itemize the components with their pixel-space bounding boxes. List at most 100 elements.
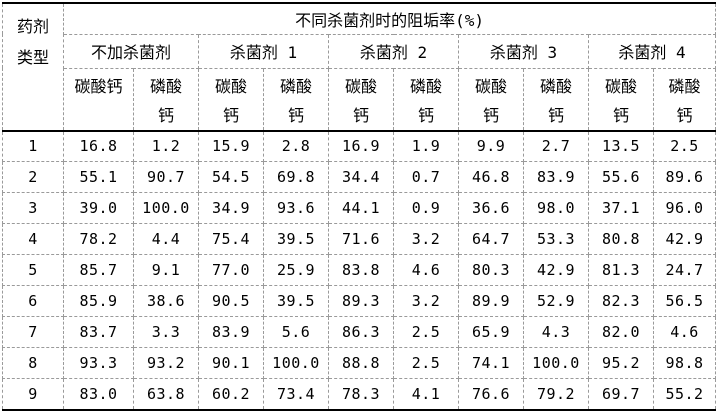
group-header-cell: 杀菌剂 2 xyxy=(328,33,459,69)
data-cell: 79.2 xyxy=(523,378,589,410)
data-cell: 81.3 xyxy=(588,254,654,286)
data-cell: 39.5 xyxy=(263,285,329,317)
data-cell: 64.7 xyxy=(458,223,524,255)
data-cell: 39.0 xyxy=(63,192,134,224)
data-cell: 53.3 xyxy=(523,223,589,255)
data-cell: 42.9 xyxy=(652,223,717,255)
data-cell: 5.6 xyxy=(263,316,329,348)
data-cell: 38.6 xyxy=(133,285,199,317)
data-cell: 15.9 xyxy=(198,130,264,162)
subheader-cell: 碳酸 钙 xyxy=(328,67,394,132)
data-cell: 24.7 xyxy=(652,254,717,286)
data-cell: 3.2 xyxy=(393,285,459,317)
data-cell: 63.8 xyxy=(133,378,199,410)
subheader-cell: 碳酸 钙 xyxy=(198,67,264,132)
subheader-cell: 磷酸 钙 xyxy=(263,67,329,132)
data-cell: 69.8 xyxy=(263,161,329,193)
subheader-cell: 磷酸 钙 xyxy=(652,67,717,132)
data-cell: 36.6 xyxy=(458,192,524,224)
data-cell: 96.0 xyxy=(652,192,717,224)
data-cell: 4.6 xyxy=(393,254,459,286)
data-cell: 16.9 xyxy=(328,130,394,162)
data-cell: 89.3 xyxy=(328,285,394,317)
data-cell: 4.6 xyxy=(652,316,717,348)
data-cell: 3.3 xyxy=(133,316,199,348)
subheader-cell: 碳酸 钙 xyxy=(458,67,524,132)
data-cell: 55.1 xyxy=(63,161,134,193)
scale-inhibition-table: 药剂 类型 不同杀菌剂时的阻垢率(%) 不加杀菌剂 杀菌剂 1 杀菌剂 2 杀菌… xyxy=(2,2,717,411)
data-cell: 9.9 xyxy=(458,130,524,162)
table-row: 1 16.8 1.2 15.9 2.8 16.9 1.9 9.9 2.7 13.… xyxy=(2,130,717,162)
group-header-cell: 杀菌剂 4 xyxy=(587,33,717,69)
data-cell: 69.7 xyxy=(588,378,654,410)
subheader-cell: 磷酸 钙 xyxy=(133,67,199,132)
data-cell: 76.6 xyxy=(458,378,524,410)
row-id-cell: 1 xyxy=(2,130,64,162)
data-cell: 93.6 xyxy=(263,192,329,224)
data-cell: 89.6 xyxy=(652,161,717,193)
data-cell: 56.5 xyxy=(652,285,717,317)
data-cell: 13.5 xyxy=(588,130,654,162)
data-cell: 83.9 xyxy=(523,161,589,193)
data-cell: 60.2 xyxy=(198,378,264,410)
table-row: 碳酸钙 磷酸 钙 碳酸 钙 磷酸 钙 碳酸 钙 磷酸 钙 碳酸 钙 磷酸 钙 碳… xyxy=(3,67,717,132)
data-cell: 88.8 xyxy=(328,347,394,379)
data-cell: 4.3 xyxy=(523,316,589,348)
table-row: 7 83.7 3.3 83.9 5.6 86.3 2.5 65.9 4.3 82… xyxy=(2,316,717,348)
data-cell: 85.9 xyxy=(63,285,134,317)
data-cell: 85.7 xyxy=(63,254,134,286)
data-cell: 89.9 xyxy=(458,285,524,317)
data-cell: 86.3 xyxy=(328,316,394,348)
row-id-cell: 6 xyxy=(2,285,64,317)
data-cell: 77.0 xyxy=(198,254,264,286)
data-cell: 2.5 xyxy=(393,347,459,379)
corner-header-cell: 药剂 类型 xyxy=(2,2,64,132)
group-header-cell: 不加杀菌剂 xyxy=(63,33,199,69)
data-cell: 98.0 xyxy=(523,192,589,224)
row-id-cell: 8 xyxy=(2,347,64,379)
data-cell: 65.9 xyxy=(458,316,524,348)
data-cell: 52.9 xyxy=(523,285,589,317)
data-cell: 55.2 xyxy=(652,378,717,410)
row-id-cell: 9 xyxy=(2,378,64,410)
data-cell: 83.8 xyxy=(328,254,394,286)
data-cell: 0.9 xyxy=(393,192,459,224)
data-cell: 37.1 xyxy=(588,192,654,224)
data-cell: 93.3 xyxy=(63,347,134,379)
data-cell: 2.8 xyxy=(263,130,329,162)
data-cell: 90.7 xyxy=(133,161,199,193)
data-cell: 100.0 xyxy=(523,347,589,379)
data-cell: 34.9 xyxy=(198,192,264,224)
table-row: 8 93.3 93.2 90.1 100.0 88.8 2.5 74.1 100… xyxy=(2,347,717,379)
data-cell: 83.7 xyxy=(63,316,134,348)
subheader-cell: 磷酸 钙 xyxy=(523,67,589,132)
table-row: 6 85.9 38.6 90.5 39.5 89.3 3.2 89.9 52.9… xyxy=(2,285,717,317)
table-row: 4 78.2 4.4 75.4 39.5 71.6 3.2 64.7 53.3 … xyxy=(2,223,717,255)
row-id-cell: 2 xyxy=(2,161,64,193)
data-cell: 25.9 xyxy=(263,254,329,286)
data-cell: 83.9 xyxy=(198,316,264,348)
data-cell: 39.5 xyxy=(263,223,329,255)
table-row: 9 83.0 63.8 60.2 73.4 78.3 4.1 76.6 79.2… xyxy=(2,378,717,410)
data-cell: 100.0 xyxy=(133,192,199,224)
data-cell: 34.4 xyxy=(328,161,394,193)
data-cell: 54.5 xyxy=(198,161,264,193)
row-id-cell: 3 xyxy=(2,192,64,224)
data-cell: 46.8 xyxy=(458,161,524,193)
table-row: 5 85.7 9.1 77.0 25.9 83.8 4.6 80.3 42.9 … xyxy=(2,254,717,286)
data-cell: 4.1 xyxy=(393,378,459,410)
data-cell: 82.3 xyxy=(588,285,654,317)
row-id-cell: 4 xyxy=(2,223,64,255)
data-cell: 90.5 xyxy=(198,285,264,317)
table-row: 2 55.1 90.7 54.5 69.8 34.4 0.7 46.8 83.9… xyxy=(2,161,717,193)
data-cell: 4.4 xyxy=(133,223,199,255)
data-cell: 98.8 xyxy=(652,347,717,379)
data-cell: 75.4 xyxy=(198,223,264,255)
row-id-cell: 7 xyxy=(2,316,64,348)
table-row: 不加杀菌剂 杀菌剂 1 杀菌剂 2 杀菌剂 3 杀菌剂 4 xyxy=(3,33,717,69)
data-cell: 55.6 xyxy=(588,161,654,193)
data-cell: 100.0 xyxy=(263,347,329,379)
subheader-cell: 碳酸钙 xyxy=(63,67,134,132)
data-cell: 71.6 xyxy=(328,223,394,255)
data-cell: 80.3 xyxy=(458,254,524,286)
